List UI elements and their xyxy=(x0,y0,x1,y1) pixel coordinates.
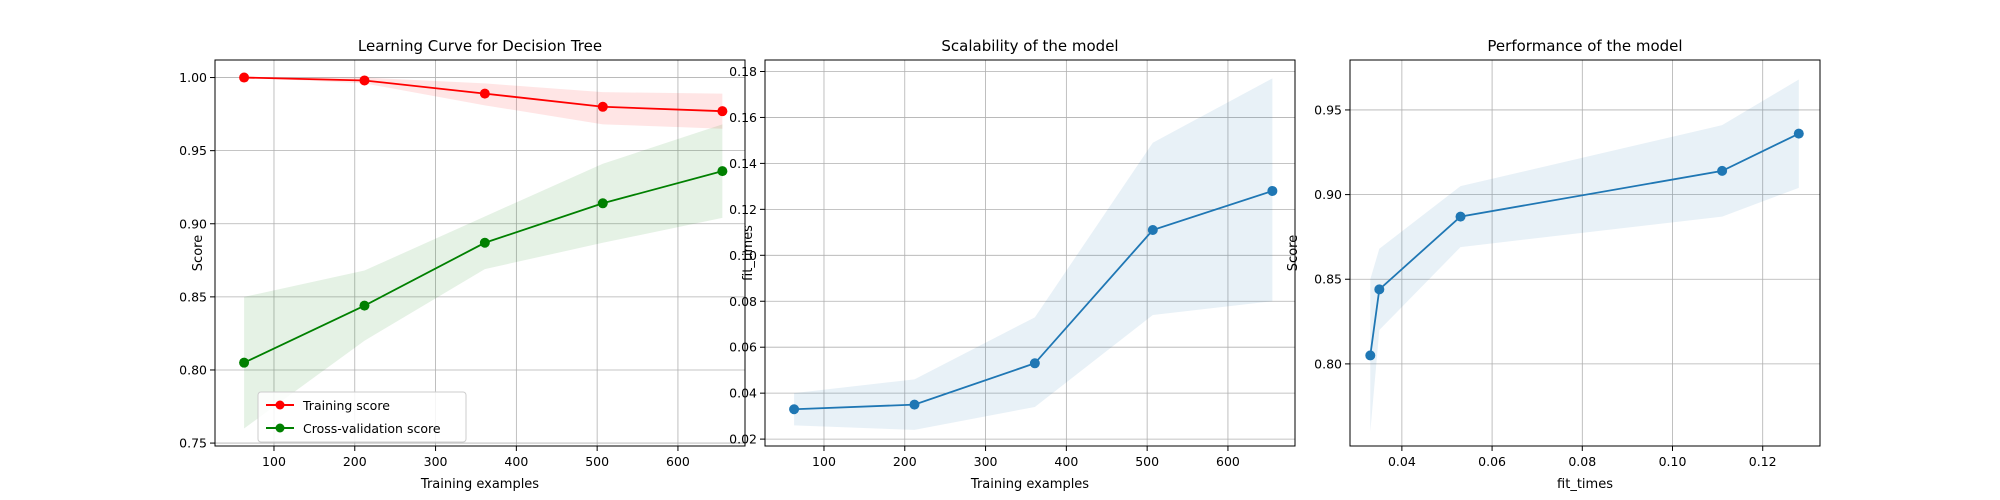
y-tick-label: 0.85 xyxy=(1314,272,1342,287)
series-0-point xyxy=(789,404,800,415)
x-tick-label: 0.06 xyxy=(1478,454,1506,469)
learning-curve-title: Learning Curve for Decision Tree xyxy=(358,37,602,55)
y-tick-label: 0.85 xyxy=(179,289,207,304)
performance-title: Performance of the model xyxy=(1487,37,1682,55)
scalability-axes-frame xyxy=(764,59,1296,447)
series-0-point xyxy=(479,88,490,99)
learning-curve-y-ticks: 0.75 0.80 0.85 0.90 0.95 1.00 xyxy=(179,70,215,451)
legend-cv-marker xyxy=(275,423,285,433)
performance-bands xyxy=(1370,79,1799,432)
x-tick-label: 300 xyxy=(974,454,998,469)
x-tick-label: 0.10 xyxy=(1659,454,1687,469)
scalability-ylabel: fit_times xyxy=(741,225,756,281)
learning-curve-axes-frame xyxy=(214,59,746,447)
legend-training-marker xyxy=(275,400,285,410)
x-tick-label: 400 xyxy=(504,454,528,469)
scalability-y-ticks: 0.02 0.04 0.06 0.08 0.10 0.12 0.14 0.16 0.18 xyxy=(729,64,765,447)
x-tick-label: 0.12 xyxy=(1749,454,1777,469)
learning-curve-points xyxy=(239,72,728,368)
series-1-point xyxy=(479,237,490,248)
y-tick-label: 0.90 xyxy=(1314,187,1342,202)
series-1-band xyxy=(244,124,723,429)
y-tick-label: 0.10 xyxy=(729,248,757,263)
x-tick-label: 600 xyxy=(666,454,690,469)
scalability-grid xyxy=(765,60,1295,446)
y-tick-label: 0.16 xyxy=(729,110,757,125)
series-0-point xyxy=(1717,165,1728,176)
y-tick-label: 0.75 xyxy=(179,436,207,451)
y-tick-label: 1.00 xyxy=(179,70,207,85)
series-1-point xyxy=(239,357,250,368)
series-0-band xyxy=(794,78,1273,430)
series-0-point xyxy=(1455,211,1466,222)
performance-xlabel: fit_times xyxy=(1557,477,1613,492)
series-0-band xyxy=(244,77,723,129)
x-tick-label: 500 xyxy=(1135,454,1159,469)
y-tick-label: 0.02 xyxy=(729,432,757,447)
y-tick-label: 0.90 xyxy=(179,216,207,231)
y-tick-label: 0.80 xyxy=(1314,356,1342,371)
y-tick-label: 0.80 xyxy=(179,362,207,377)
series-0-point xyxy=(1374,284,1385,295)
legend-frame xyxy=(257,391,467,443)
series-1-point xyxy=(717,166,728,177)
y-tick-label: 0.06 xyxy=(729,340,757,355)
y-tick-label: 0.95 xyxy=(1314,102,1342,117)
performance-ylabel: Score xyxy=(1286,235,1301,271)
performance-y-ticks: 0.80 0.85 0.90 0.95 xyxy=(1314,102,1350,371)
series-0-band xyxy=(1370,79,1799,432)
x-tick-label: 200 xyxy=(343,454,367,469)
performance-axes-frame xyxy=(1349,59,1821,447)
y-tick-label: 0.14 xyxy=(729,156,757,171)
performance-panel: Performance of the model 0.04 0.06 0.08 0.1… xyxy=(1286,37,1821,492)
series-0-point xyxy=(717,106,728,117)
learning-curve-xlabel: Training examples xyxy=(420,477,539,492)
series-1-point xyxy=(359,300,370,311)
scalability-points xyxy=(789,185,1278,415)
scalability-panel: Scalability of the model 100 200 300 400 500… xyxy=(729,37,1296,492)
x-tick-label: 100 xyxy=(262,454,286,469)
scalability-xlabel: Training examples xyxy=(970,477,1089,492)
series-0-point xyxy=(1147,225,1158,236)
performance-points xyxy=(1365,128,1804,361)
x-tick-label: 500 xyxy=(585,454,609,469)
series-0-point xyxy=(597,101,608,112)
series-0-point xyxy=(1793,128,1804,139)
y-tick-label: 0.08 xyxy=(729,294,757,309)
x-tick-label: 0.04 xyxy=(1388,454,1416,469)
scalability-x-ticks: 100 200 300 400 500 600 xyxy=(812,446,1240,469)
series-0-point xyxy=(1029,358,1040,369)
y-tick-label: 0.18 xyxy=(729,64,757,79)
x-tick-label: 200 xyxy=(893,454,917,469)
y-tick-label: 0.04 xyxy=(729,386,757,401)
series-1-point xyxy=(597,198,608,209)
x-tick-label: 100 xyxy=(812,454,836,469)
learning-curve-x-ticks: 100 200 300 400 500 600 xyxy=(262,446,690,469)
x-tick-label: 600 xyxy=(1216,454,1240,469)
learning-curve-panel: Learning Curve for Decision Tree 100 200 3… xyxy=(179,37,746,492)
scalability-title: Scalability of the model xyxy=(941,37,1118,55)
series-0-point xyxy=(1267,185,1278,196)
learning-curve-bands xyxy=(244,77,723,429)
performance-x-ticks: 0.04 0.06 0.08 0.10 0.12 xyxy=(1388,446,1777,469)
legend-training-label: Training score xyxy=(302,398,390,413)
performance-grid xyxy=(1350,60,1820,446)
legend-cv-label: Cross-validation score xyxy=(303,421,441,436)
x-tick-label: 300 xyxy=(424,454,448,469)
series-0-point xyxy=(909,399,920,410)
y-tick-label: 0.95 xyxy=(179,143,207,158)
learning-curve-ylabel: Score xyxy=(191,235,206,271)
learning-curve-grid xyxy=(215,60,745,446)
x-tick-label: 400 xyxy=(1054,454,1078,469)
series-0-point xyxy=(1365,350,1376,361)
y-tick-label: 0.12 xyxy=(729,202,757,217)
learning-curve-legend: Training score Cross-validation score xyxy=(257,391,467,443)
x-tick-label: 0.08 xyxy=(1568,454,1596,469)
scalability-bands xyxy=(794,78,1273,430)
series-0-point xyxy=(239,72,250,83)
series-0-point xyxy=(359,75,370,86)
